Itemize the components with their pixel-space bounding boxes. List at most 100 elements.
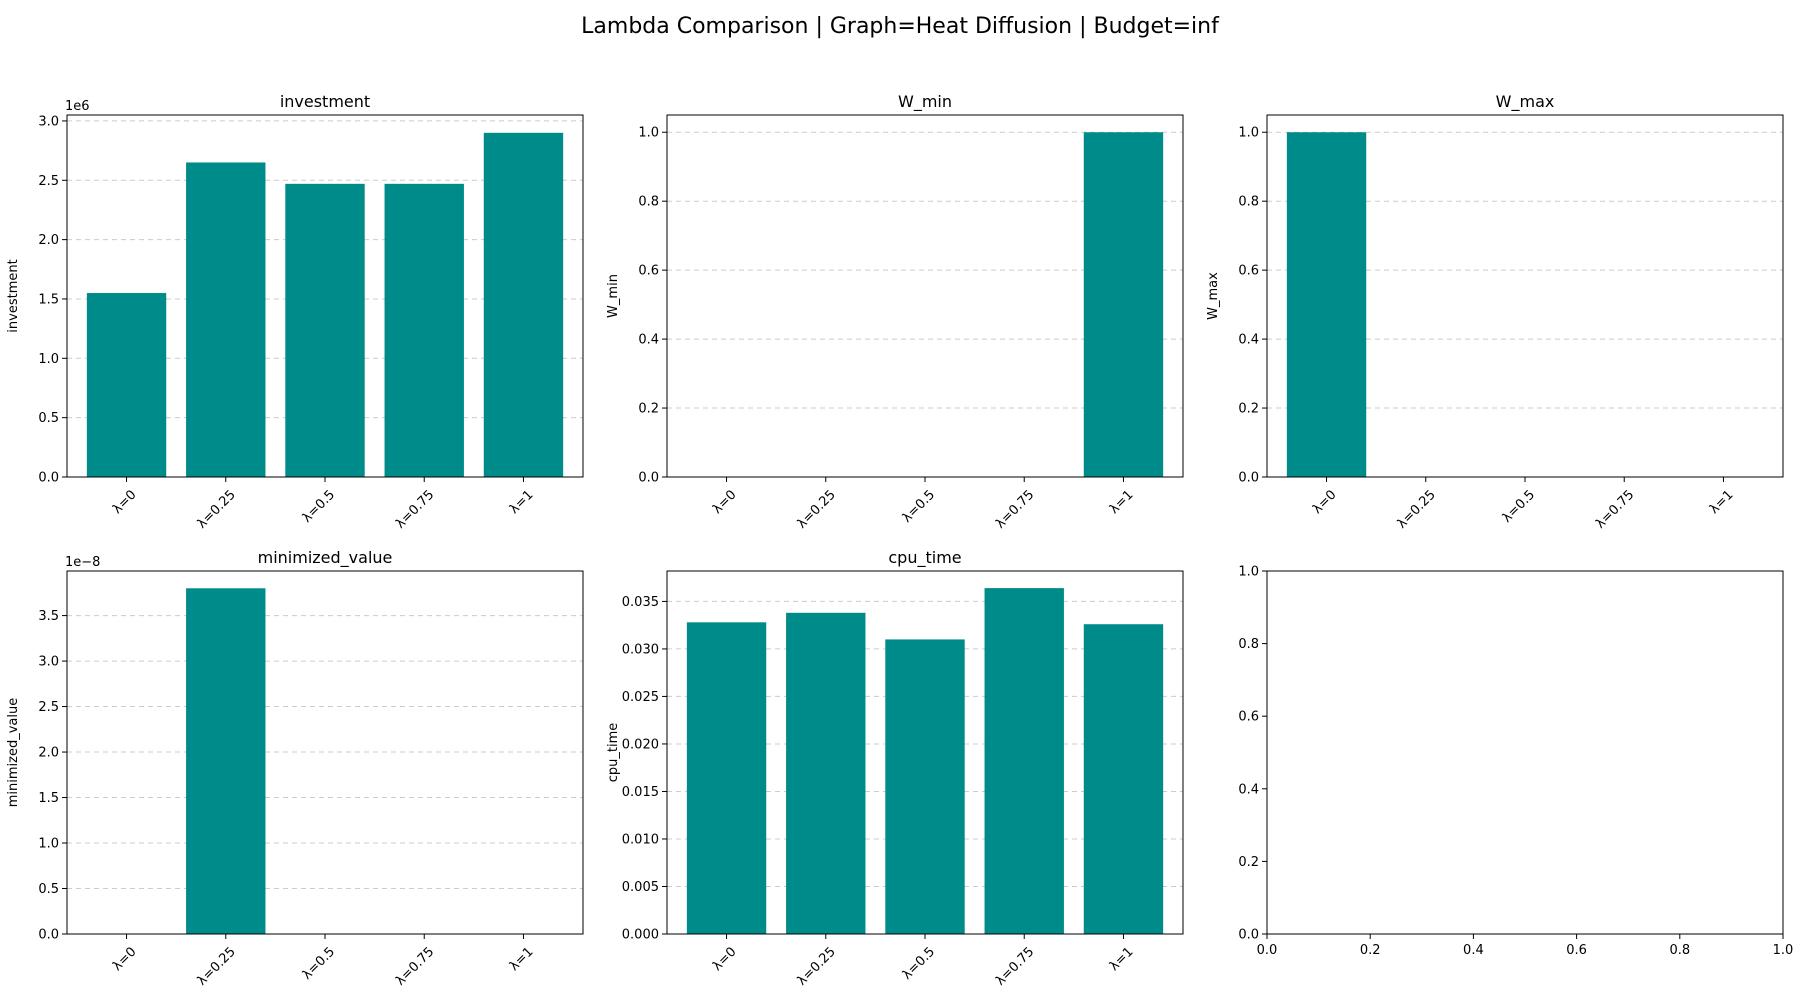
investment-ytick-label: 2.5 [38, 174, 59, 189]
w-min-title: W_min [898, 92, 952, 112]
panel-6-ytick-label: 0.8 [1238, 637, 1259, 652]
w-max-bar-0 [1286, 132, 1367, 477]
minimized-value-ytick-label: 2.0 [38, 746, 59, 761]
w-max-ytick-label: 0.4 [1238, 333, 1259, 348]
panel-6-xtick-label: 0.4 [1463, 943, 1484, 958]
cpu-time-bar-0-5 [885, 639, 965, 934]
minimized-value-ytick-label: 2.5 [38, 700, 59, 715]
investment-offset-text: 1e6 [65, 99, 90, 114]
w-min-ytick-label: 0.0 [638, 471, 659, 486]
panel-6-xtick-label: 1.0 [1773, 943, 1794, 958]
minimized-value-ytick-label: 3.0 [38, 655, 59, 670]
w-max-ytick-label: 0.6 [1238, 264, 1259, 279]
cpu-time-axes-frame [666, 570, 1184, 935]
cpu-time-ytick-label: 0.010 [622, 832, 659, 847]
investment-ytick-label: 1.0 [38, 352, 59, 367]
minimized-value-bar-0-25 [186, 588, 266, 934]
minimized-value-ytick-label: 3.5 [38, 609, 59, 624]
minimized-value-axes-frame [66, 570, 584, 935]
minimized-value-xtick-label: λ=1 [507, 944, 537, 974]
investment-ytick-label: 3.0 [38, 114, 59, 129]
minimized-value-xtick-label: λ=0.75 [393, 944, 437, 988]
w-max-ylabel: W_max [1206, 272, 1221, 320]
minimized-value-xtick-label: λ=0 [110, 944, 140, 974]
cpu-time-xtick-label: λ=0.75 [993, 944, 1037, 988]
minimized-value-ytick-label: 0.5 [38, 882, 59, 897]
minimized-value-ytick-label: 0.0 [38, 928, 59, 943]
w-min-ylabel: W_min [606, 274, 621, 318]
cpu-time-title: cpu_time [888, 548, 961, 568]
panel-6-ytick-label: 1.0 [1238, 565, 1259, 580]
cpu-time-ytick-label: 0.000 [622, 928, 659, 943]
minimized-value-title: minimized_value [258, 548, 393, 568]
w-max-ytick-label: 1.0 [1238, 126, 1259, 141]
w-min-xtick-label: λ=0.5 [900, 487, 938, 525]
w-min-ytick-label: 0.8 [638, 195, 659, 210]
investment-bar-1 [483, 132, 564, 477]
investment-title: investment [280, 92, 370, 111]
cpu-time-ytick-label: 0.035 [622, 595, 659, 610]
cpu-time-xtick-label: λ=1 [1107, 944, 1137, 974]
w-min-axes-frame [666, 114, 1184, 478]
cpu-time-ytick-label: 0.030 [622, 642, 659, 657]
investment-ytick-label: 2.0 [38, 233, 59, 248]
cpu-time-ytick-label: 0.025 [622, 690, 659, 705]
w-max-xtick-label: λ=0.25 [1395, 487, 1439, 531]
cpu-time-bar-0-25 [786, 612, 866, 934]
minimized-value-ylabel: minimized_value [6, 698, 21, 807]
minimized-value-ytick-label: 1.0 [38, 837, 59, 852]
w-max-xtick-label: λ=0 [1310, 487, 1340, 517]
w-min-bar-1 [1083, 132, 1164, 477]
panel-6-ytick-label: 0.6 [1238, 710, 1259, 725]
cpu-time-xtick-label: λ=0.5 [900, 944, 938, 982]
cpu-time-ytick-label: 0.015 [622, 785, 659, 800]
investment-bar-0 [86, 293, 167, 477]
panel-6-xtick-label: 0.0 [1257, 943, 1278, 958]
panel-6-xtick-label: 0.6 [1566, 943, 1587, 958]
investment-bar-0-5 [285, 183, 365, 477]
minimized-value-offset-text: 1e−8 [65, 555, 100, 570]
cpu-time-bar-0-75 [984, 588, 1064, 934]
w-max-ytick-label: 0.0 [1238, 471, 1259, 486]
investment-xtick-label: λ=0.25 [195, 487, 239, 531]
panel-6-ytick-label: 0.0 [1238, 928, 1259, 943]
panel-6-axes-frame [1266, 570, 1784, 935]
w-max-xtick-label: λ=0.75 [1593, 487, 1637, 531]
investment-bar-0-25 [186, 162, 266, 477]
cpu-time-ytick-label: 0.020 [622, 737, 659, 752]
investment-ytick-label: 0.0 [38, 471, 59, 486]
cpu-time-ytick-label: 0.005 [622, 880, 659, 895]
investment-bar-0-75 [384, 183, 464, 477]
w-min-xtick-label: λ=0.75 [993, 487, 1037, 531]
w-min-ytick-label: 0.6 [638, 264, 659, 279]
w-max-title: W_max [1496, 92, 1555, 112]
investment-ytick-label: 1.5 [38, 292, 59, 307]
cpu-time-ylabel: cpu_time [606, 723, 621, 783]
cpu-time-xtick-label: λ=0 [710, 944, 740, 974]
investment-axes-frame [66, 114, 584, 478]
w-min-xtick-label: λ=0.25 [795, 487, 839, 531]
figure-title: Lambda Comparison | Graph=Heat Diffusion… [581, 14, 1219, 39]
investment-xtick-label: λ=0.5 [300, 487, 338, 525]
w-min-ytick-label: 0.4 [638, 333, 659, 348]
panel-6-ytick-label: 0.2 [1238, 855, 1259, 870]
w-min-ytick-label: 0.2 [638, 402, 659, 417]
w-max-xtick-label: λ=1 [1707, 487, 1737, 517]
cpu-time-bar-1 [1083, 624, 1164, 934]
investment-ytick-label: 0.5 [38, 411, 59, 426]
minimized-value-xtick-label: λ=0.25 [195, 944, 239, 988]
cpu-time-xtick-label: λ=0.25 [795, 944, 839, 988]
investment-ylabel: investment [6, 259, 21, 332]
investment-xtick-label: λ=0 [110, 487, 140, 517]
panel-6-xtick-label: 0.8 [1669, 943, 1690, 958]
investment-xtick-label: λ=0.75 [393, 487, 437, 531]
w-max-ytick-label: 0.2 [1238, 402, 1259, 417]
w-min-xtick-label: λ=0 [710, 487, 740, 517]
minimized-value-xtick-label: λ=0.5 [300, 944, 338, 982]
minimized-value-ytick-label: 1.5 [38, 791, 59, 806]
w-min-xtick-label: λ=1 [1107, 487, 1137, 517]
w-min-ytick-label: 1.0 [638, 126, 659, 141]
panel-6-ytick-label: 0.4 [1238, 782, 1259, 797]
w-max-xtick-label: λ=0.5 [1500, 487, 1538, 525]
